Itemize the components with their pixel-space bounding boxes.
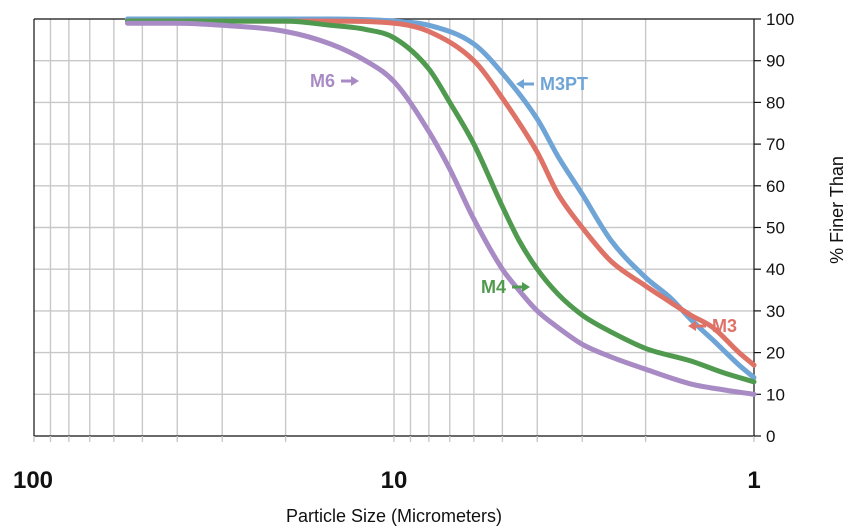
y-tick-label: 100 [766, 10, 794, 29]
annotation-label-m4: M4 [481, 277, 506, 297]
arrow-head-icon [351, 76, 359, 86]
series-line-m3 [128, 21, 755, 365]
annotation-label-m3pt: M3PT [540, 74, 588, 94]
x-tick-label-1: 1 [747, 467, 760, 494]
series-line-m6 [128, 23, 755, 394]
y-tick-label: 90 [766, 52, 785, 71]
y-tick-label: 10 [766, 385, 785, 404]
x-axis-title: Particle Size (Micrometers) [286, 506, 502, 526]
y-tick-label: 40 [766, 260, 785, 279]
annotation-m3pt: M3PT [516, 74, 588, 94]
y-tick-label: 60 [766, 177, 785, 196]
y-tick-label: 50 [766, 219, 785, 238]
y-tick-label: 0 [766, 427, 775, 446]
series-layer [128, 19, 755, 394]
series-line-m4 [128, 21, 755, 382]
y-tick-label: 70 [766, 135, 785, 154]
arrow-head-icon [522, 282, 530, 292]
y-tick-label: 30 [766, 302, 785, 321]
x-tick-label-10: 10 [381, 467, 408, 494]
annotation-label-m3: M3 [712, 316, 737, 336]
x-tick-label-100: 100 [13, 467, 53, 494]
y-axis-title: % Finer Than [827, 156, 847, 264]
y-tick-label: 80 [766, 93, 785, 112]
series-line-m3pt [128, 19, 755, 378]
annotation-label-m6: M6 [310, 71, 335, 91]
y-tick-label: 20 [766, 344, 785, 363]
annotation-m6: M6 [310, 71, 359, 91]
axis-labels: 0 10 20 30 40 50 60 70 80 90 100 100 10 1 [13, 10, 794, 494]
